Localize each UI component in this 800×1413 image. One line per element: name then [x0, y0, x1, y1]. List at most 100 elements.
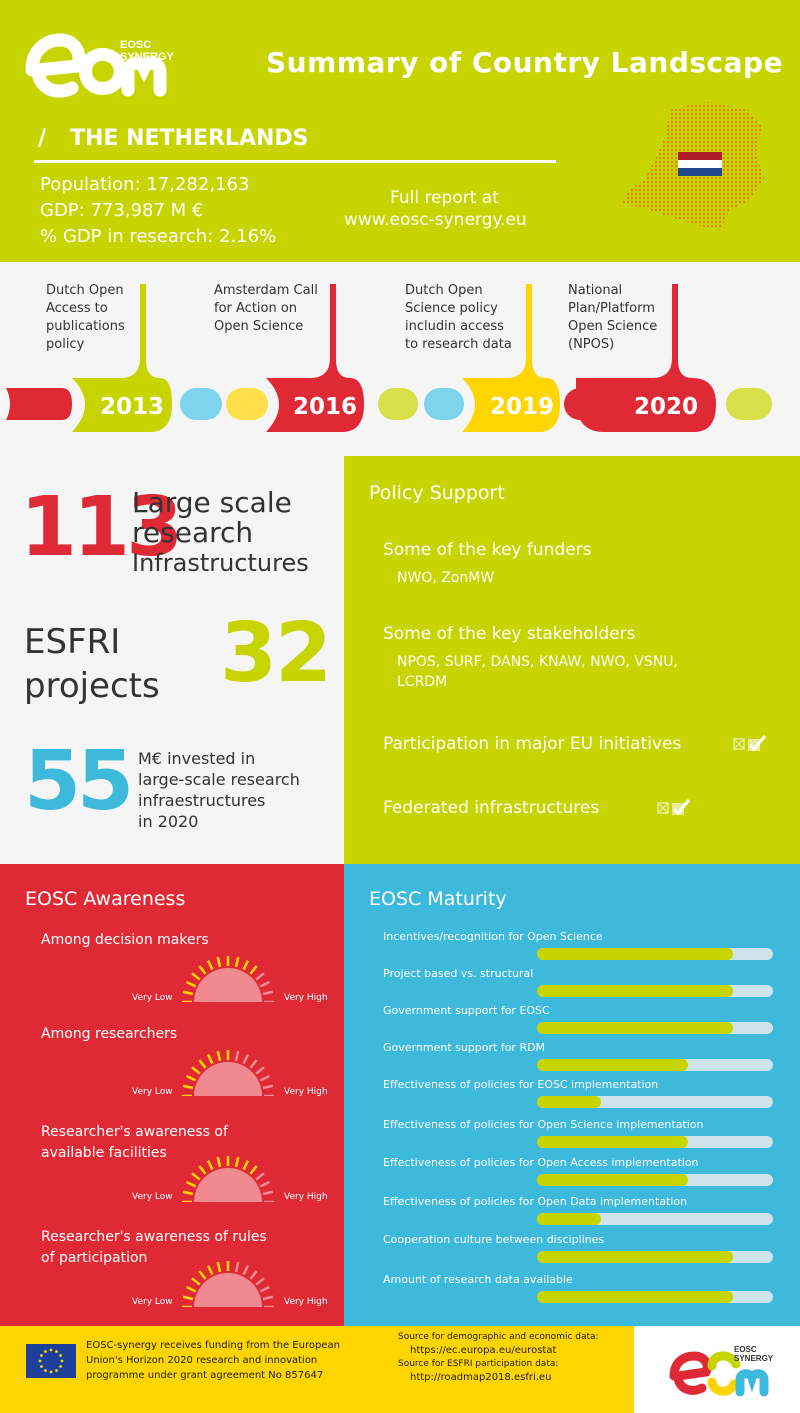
- maturity-bar-track: [537, 1174, 773, 1186]
- maturity-item-label: Incentives/recognition for Open Science: [383, 930, 603, 943]
- esfri-label-1: ESFRI: [24, 622, 121, 662]
- awareness-gauge: [182, 956, 274, 1002]
- eu-star: [59, 1354, 62, 1357]
- gauge-low-label: Very Low: [132, 1297, 173, 1307]
- logo-text-synergy: SYNERGY: [120, 51, 174, 63]
- awareness-gauge: [182, 1050, 274, 1096]
- demographic-source-link[interactable]: https://ec.europa.eu/eurostat: [410, 1345, 557, 1356]
- investment-label-2: large-scale research: [138, 770, 300, 789]
- esfri-source-label: Source for ESFRI participation data:: [398, 1359, 559, 1369]
- gauge-ray: [255, 1172, 265, 1181]
- gauge-ray: [234, 1050, 240, 1062]
- timeline-year-2019: 2019: [490, 394, 554, 420]
- awareness-title: EOSC Awareness: [25, 888, 186, 910]
- maturity-item-label: Government support for RDM: [383, 1041, 546, 1054]
- country-slash: /: [38, 126, 47, 151]
- footer-logo-eosc: EOSC: [734, 1345, 757, 1354]
- maturity-bar-track: [537, 1251, 773, 1263]
- maturity-item-label: Effectiveness of policies for EOSC imple…: [383, 1078, 659, 1091]
- gauge-ray: [182, 990, 194, 996]
- policy-support-section: Policy Support Some of the key funders N…: [344, 456, 800, 864]
- maturity-bar-fill: [537, 985, 733, 997]
- gauge-ray: [186, 980, 197, 988]
- header-banner: EOSC SYNERGY Summary of Country Landscap…: [0, 0, 800, 262]
- funders-list: NWO, ZonMW: [397, 570, 495, 586]
- gauge-ray: [191, 1277, 201, 1286]
- maturity-bar-fill: [537, 1136, 689, 1148]
- timeline-pill: [424, 388, 464, 420]
- maturity-bar-fill: [537, 1213, 601, 1225]
- gauge-ray: [259, 1074, 270, 1082]
- demographic-source-label: Source for demographic and economic data…: [398, 1332, 599, 1342]
- gauge-ray: [234, 956, 240, 968]
- eu-star: [60, 1359, 64, 1363]
- gauge-ray: [249, 965, 258, 975]
- full-report-link[interactable]: www.eosc-synergy.eu: [344, 210, 527, 230]
- stakeholders-heading: Some of the key stakeholders: [383, 624, 636, 644]
- large-scale-label-3: Infrastructures: [132, 549, 309, 577]
- netherlands-flag-icon: [678, 152, 722, 176]
- gauge-ray: [249, 1270, 258, 1280]
- gauge-ray: [249, 1165, 258, 1175]
- federated-label: Federated infrastructures: [383, 798, 600, 818]
- maturity-bar-fill: [537, 1174, 689, 1186]
- gauge-ray: [242, 1265, 250, 1276]
- infrastructures-section: 113 Large scale research Infrastructures…: [0, 456, 344, 864]
- gauge-ray: [216, 956, 222, 968]
- esfri-count: 32: [220, 606, 332, 701]
- footer-logo-synergy: SYNERGY: [734, 1354, 774, 1363]
- timeline-ribbon-2020: [576, 284, 716, 432]
- funders-heading: Some of the key funders: [383, 540, 592, 560]
- maturity-bar-fill: [537, 1059, 689, 1071]
- maturity-item-label: Amount of research data available: [383, 1273, 573, 1286]
- funding-notice: EOSC-synergy receives funding from the E…: [86, 1340, 340, 1381]
- gauge-ray: [198, 1270, 207, 1280]
- gauge-high-label: Very High: [284, 1087, 328, 1097]
- large-scale-count: 113: [20, 480, 183, 575]
- full-report-label: Full report at: [390, 188, 499, 208]
- gauge-sun: [194, 1168, 262, 1202]
- timeline-ribbon-2013: [72, 284, 172, 432]
- gauge-high-label: Very High: [284, 993, 328, 1003]
- eu-star: [44, 1369, 47, 1372]
- maturity-bar-track: [537, 948, 773, 960]
- eu-star: [55, 1369, 58, 1372]
- esfri-source-link[interactable]: http://roadmap2018.esfri.eu: [410, 1372, 552, 1383]
- federated-check-icon: [657, 799, 691, 816]
- gauge-ray: [216, 1050, 222, 1062]
- gauge-low-label: Very Low: [132, 1192, 173, 1202]
- eu-star: [40, 1365, 43, 1368]
- gauge-ray: [242, 960, 250, 971]
- timeline-pill: [6, 388, 72, 420]
- timeline-year-2013: 2013: [100, 394, 164, 420]
- gauge-ray: [262, 1190, 274, 1196]
- large-scale-label-2: research: [132, 516, 254, 549]
- eosc-synergy-logo: EOSC SYNERGY: [25, 33, 174, 98]
- timeline-ribbon-2016: [266, 284, 364, 432]
- maturity-bar-fill: [537, 948, 733, 960]
- gdp-stat: GDP: 773,987 M €: [40, 200, 204, 221]
- timeline-pill: [378, 388, 418, 420]
- awareness-item-label: Among decision makers: [41, 932, 209, 948]
- maturity-bar-track: [537, 1059, 773, 1071]
- gauge-sun: [194, 1273, 262, 1307]
- investment-amount: 55: [24, 734, 134, 829]
- eu-initiatives-check-icon: [733, 735, 767, 752]
- gauge-ray: [255, 1277, 265, 1286]
- maturity-title: EOSC Maturity: [369, 888, 507, 910]
- gdp-research-stat: % GDP in research: 2.16%: [40, 226, 277, 247]
- investment-label-4: in 2020: [138, 812, 199, 831]
- timeline-event-2020: National Plan/Platform Open Science (NPOS): [568, 283, 658, 352]
- footer-logo-panel: [634, 1326, 800, 1413]
- gauge-ray: [191, 1066, 201, 1075]
- page-title: Summary of Country Landscape: [266, 46, 784, 79]
- gauge-ray: [259, 1285, 270, 1293]
- gauge-ray: [262, 990, 274, 996]
- timeline-event-2019: Dutch Open Science policy includin access t…: [405, 283, 512, 352]
- gauge-ray: [242, 1054, 250, 1065]
- eu-star: [38, 1359, 42, 1363]
- gauge-ray: [186, 1074, 197, 1082]
- eu-flag-icon: [26, 1344, 76, 1378]
- gauge-ray: [255, 1066, 265, 1075]
- esfri-label-2: projects: [24, 666, 160, 706]
